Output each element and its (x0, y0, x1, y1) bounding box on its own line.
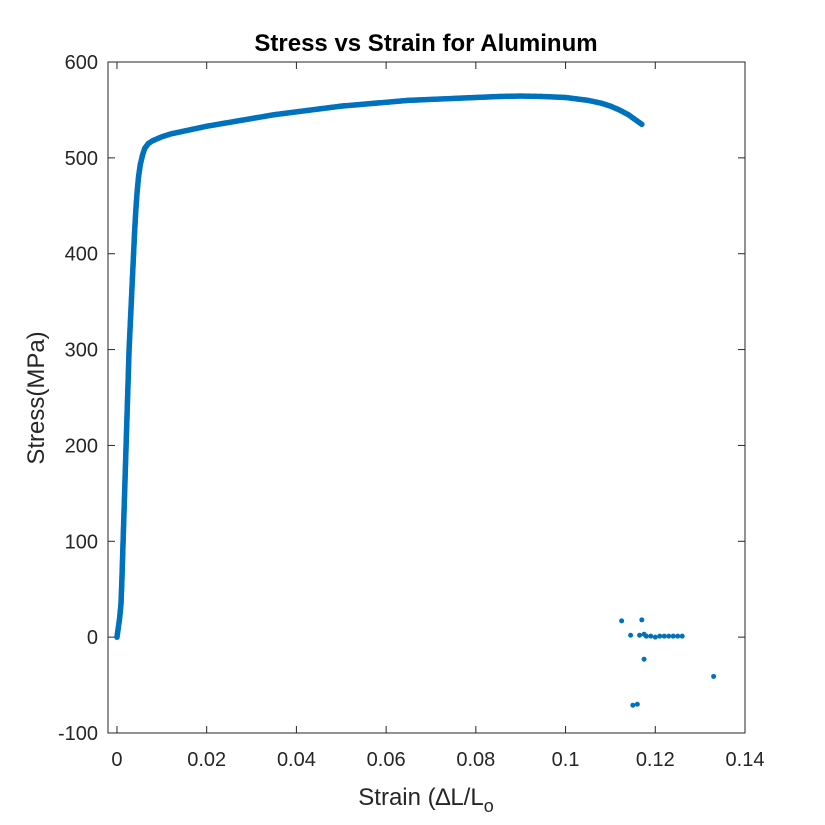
x-tick-label: 0.12 (636, 749, 675, 771)
curve-point (639, 121, 645, 128)
scatter-point (666, 633, 672, 639)
data-series (114, 93, 717, 708)
x-tick-label: 0 (111, 749, 122, 771)
y-axis-ticks: -100 0 100 200 300 400 500 600 (58, 52, 745, 745)
x-tick-label: 0.02 (187, 749, 226, 771)
x-axis-label-main: Strain (∆L/L (358, 784, 483, 811)
chart-title: Stress vs Strain for Aluminum (254, 30, 597, 57)
y-tick-label: -100 (58, 723, 98, 745)
x-tick-label: 0.04 (277, 749, 316, 771)
x-tick-label: 0.14 (726, 749, 765, 771)
scatter-point (634, 701, 640, 707)
y-tick-label: 500 (65, 148, 98, 170)
scatter-point (675, 633, 681, 639)
y-tick-label: 400 (65, 244, 98, 266)
scatter-point (628, 632, 634, 638)
x-tick-label: 0.06 (367, 749, 406, 771)
scatter-point (661, 633, 667, 639)
scatter-point (643, 633, 649, 639)
scatter-point (652, 634, 658, 640)
y-axis-label: Stress(MPa) (23, 331, 50, 464)
y-tick-label: 0 (87, 627, 98, 649)
x-axis-label: Strain (∆L/Lo (358, 784, 493, 816)
x-axis-ticks: 0 0.02 0.04 0.06 0.08 0.1 0.12 0.14 (111, 62, 764, 771)
x-axis-label-subscript: o (484, 796, 494, 816)
scatter-point (639, 617, 645, 623)
y-tick-label: 600 (65, 52, 98, 74)
scatter-point (711, 673, 717, 679)
y-tick-label: 300 (65, 340, 98, 362)
scatter-point (648, 633, 654, 639)
scatter-point (641, 656, 647, 662)
x-tick-label: 0.1 (552, 749, 580, 771)
scatter-point (657, 633, 663, 639)
axes-box (107, 61, 746, 734)
scatter-point (619, 618, 625, 624)
scatter-point (637, 632, 643, 638)
y-tick-label: 100 (65, 531, 98, 553)
scatter-point (670, 633, 676, 639)
y-tick-label: 200 (65, 435, 98, 457)
scatter-point (630, 702, 636, 708)
scatter-point (679, 633, 685, 639)
x-tick-label: 0.08 (456, 749, 495, 771)
